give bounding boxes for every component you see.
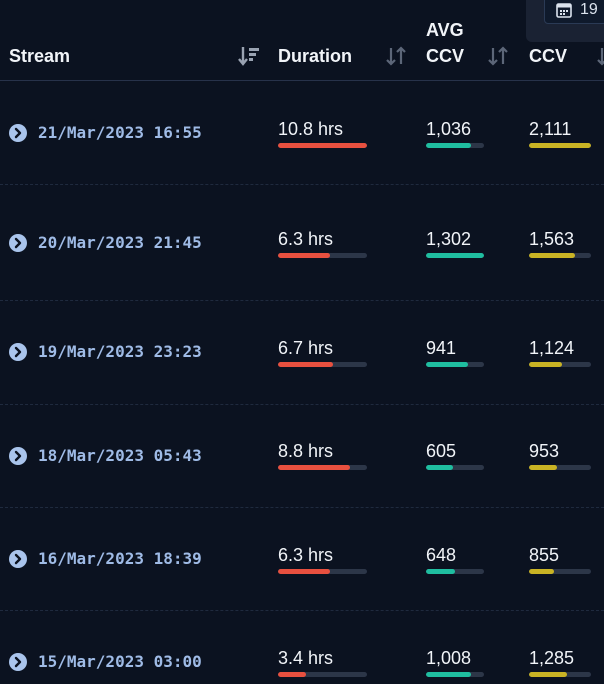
sort-icon[interactable] [488, 46, 508, 66]
date-picker[interactable]: 19 [544, 0, 604, 24]
avg-ccv-value: 1,302 [426, 229, 472, 249]
calendar-icon [556, 3, 572, 18]
column-header-avg-ccv-line2[interactable]: CCV [426, 46, 465, 66]
duration-bar [278, 569, 367, 574]
duration-bar-fill [278, 143, 367, 148]
table-row[interactable]: 15/Mar/2023 03:00 3.4 hrs 1,008 1,285 [0, 610, 604, 684]
avg-ccv-bar-fill [426, 253, 484, 258]
duration-bar [278, 362, 367, 367]
table-header: Stream Duration AVG CCV CCV [0, 0, 604, 81]
ccv-bar-fill [529, 672, 567, 677]
avg-ccv-bar [426, 143, 484, 148]
ccv-bar-fill [529, 253, 575, 258]
table-row[interactable]: 20/Mar/2023 21:45 6.3 hrs 1,302 1,563 [0, 184, 604, 301]
ccv-bar [529, 569, 591, 574]
ccv-value: 953 [529, 441, 560, 461]
avg-ccv-bar [426, 362, 484, 367]
stream-date[interactable]: 19/Mar/2023 23:23 [38, 342, 202, 361]
stream-date[interactable]: 18/Mar/2023 05:43 [38, 446, 202, 465]
duration-value: 10.8 hrs [278, 119, 344, 139]
avg-ccv-bar-fill [426, 465, 453, 470]
sort-icon[interactable] [386, 46, 406, 66]
duration-value: 6.3 hrs [278, 229, 334, 249]
column-header-ccv[interactable]: CCV [529, 46, 568, 66]
expand-row-icon[interactable] [9, 343, 27, 361]
column-header-duration[interactable]: Duration [278, 46, 352, 66]
duration-value: 6.3 hrs [278, 545, 334, 565]
avg-ccv-bar [426, 253, 484, 258]
expand-row-icon[interactable] [9, 550, 27, 568]
ccv-bar-fill [529, 569, 554, 574]
ccv-bar [529, 253, 591, 258]
ccv-value: 855 [529, 545, 560, 565]
table-row[interactable]: 19/Mar/2023 23:23 6.7 hrs 941 1,124 [0, 300, 604, 405]
duration-value: 3.4 hrs [278, 648, 334, 668]
avg-ccv-value: 1,036 [426, 119, 472, 139]
ccv-bar-fill [529, 465, 557, 470]
avg-ccv-bar [426, 672, 484, 677]
duration-bar-fill [278, 253, 330, 258]
ccv-bar [529, 672, 591, 677]
duration-bar [278, 465, 367, 470]
date-picker-text: 19 [580, 1, 598, 18]
ccv-value: 1,124 [529, 338, 575, 358]
avg-ccv-bar-fill [426, 569, 455, 574]
duration-bar-fill [278, 569, 330, 574]
table-row[interactable]: 18/Mar/2023 05:43 8.8 hrs 605 953 [0, 404, 604, 508]
duration-bar-fill [278, 465, 351, 470]
ccv-bar [529, 143, 591, 148]
ccv-bar [529, 465, 591, 470]
table-row[interactable]: 21/Mar/2023 16:55 10.8 hrs 1,036 2,111 [0, 81, 604, 185]
stream-date[interactable]: 16/Mar/2023 18:39 [38, 549, 202, 568]
table-row[interactable]: 16/Mar/2023 18:39 6.3 hrs 648 855 [0, 507, 604, 611]
duration-bar [278, 143, 367, 148]
column-header-stream[interactable]: Stream [9, 46, 71, 66]
expand-row-icon[interactable] [9, 124, 27, 142]
stream-date[interactable]: 20/Mar/2023 21:45 [38, 233, 202, 252]
column-header-avg-ccv-line1[interactable]: AVG [426, 20, 464, 40]
ccv-value: 1,285 [529, 648, 575, 668]
avg-ccv-value: 941 [426, 338, 457, 358]
avg-ccv-value: 605 [426, 441, 457, 461]
stream-date[interactable]: 21/Mar/2023 16:55 [38, 123, 202, 142]
expand-row-icon[interactable] [9, 653, 27, 671]
duration-bar-fill [278, 362, 334, 367]
expand-row-icon[interactable] [9, 447, 27, 465]
duration-bar [278, 253, 367, 258]
avg-ccv-value: 648 [426, 545, 457, 565]
ccv-bar-fill [529, 143, 591, 148]
duration-bar-fill [278, 672, 306, 677]
stream-date[interactable]: 15/Mar/2023 03:00 [38, 652, 202, 671]
avg-ccv-bar-fill [426, 672, 471, 677]
avg-ccv-value: 1,008 [426, 648, 472, 668]
ccv-value: 2,111 [529, 119, 572, 139]
expand-row-icon[interactable] [9, 234, 27, 252]
avg-ccv-bar-fill [426, 143, 472, 148]
ccv-value: 1,563 [529, 229, 575, 249]
ccv-bar-fill [529, 362, 562, 367]
avg-ccv-bar-fill [426, 362, 468, 367]
avg-ccv-bar [426, 569, 484, 574]
sort-icon[interactable] [597, 46, 604, 66]
duration-value: 6.7 hrs [278, 338, 334, 358]
duration-value: 8.8 hrs [278, 441, 334, 461]
duration-bar [278, 672, 367, 677]
avg-ccv-bar [426, 465, 484, 470]
sort-desc-icon[interactable] [238, 46, 260, 66]
ccv-bar [529, 362, 591, 367]
